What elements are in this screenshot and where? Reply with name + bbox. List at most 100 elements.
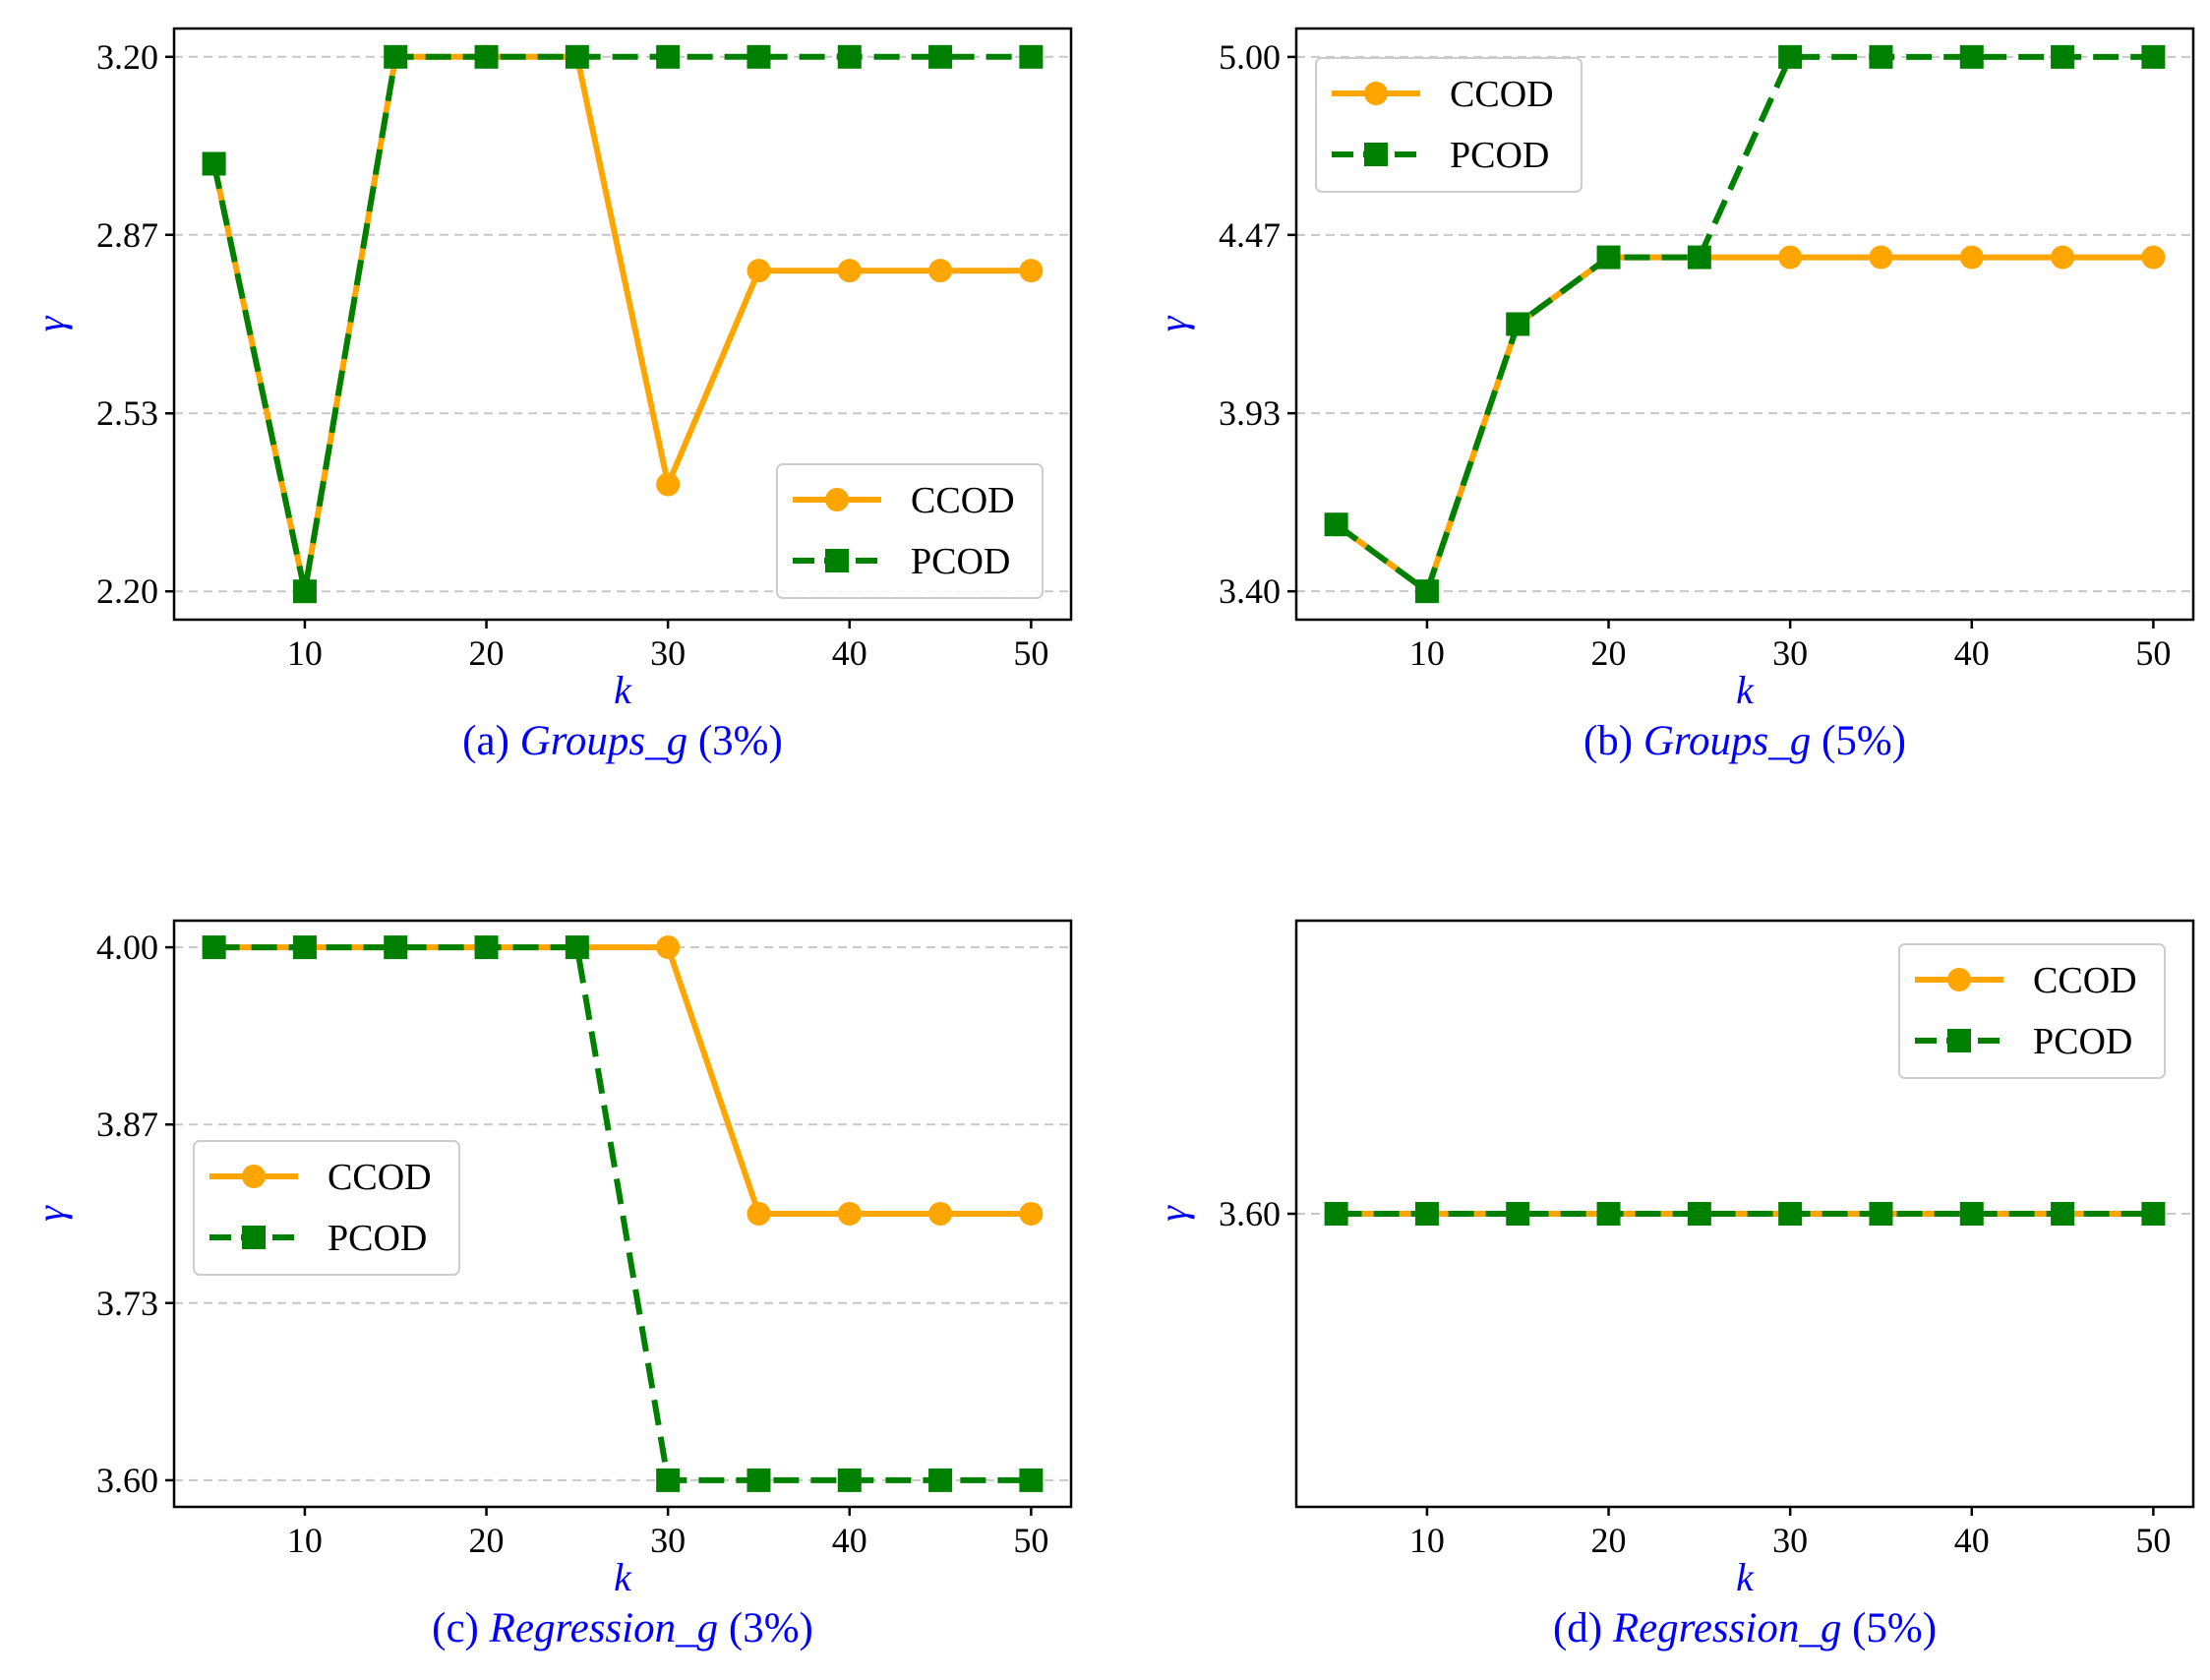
- data-point-pcod: [202, 935, 226, 960]
- x-tick-label: 10: [287, 1521, 323, 1560]
- data-point-pcod: [1324, 512, 1348, 537]
- data-point-pcod: [656, 1468, 681, 1492]
- panel-d: 10 20 30 40 50 3.60 k γ (d) Regression_g (5%) CCO…: [1151, 919, 2195, 1651]
- x-tick-label: 50: [1013, 633, 1048, 673]
- caption-prefix: (b): [1583, 718, 1643, 764]
- caption-name: Groups_g: [520, 718, 687, 764]
- data-point-pcod: [837, 44, 862, 69]
- series-line-ccod: [1334, 254, 2154, 595]
- data-point-pcod: [656, 44, 681, 69]
- data-point-pcod: [1778, 1202, 1803, 1226]
- legend-label-pcod: PCOD: [1450, 135, 1549, 176]
- data-point-ccod: [656, 935, 681, 960]
- x-axis-label: k: [614, 1555, 632, 1599]
- data-point-pcod: [474, 44, 499, 69]
- data-point-ccod: [837, 1202, 862, 1226]
- x-tick-label: 50: [2135, 633, 2171, 673]
- data-point-pcod: [1687, 1202, 1711, 1226]
- x-tick-label: 30: [1772, 1521, 1808, 1560]
- legend-label-ccod: CCOD: [1450, 74, 1554, 115]
- caption-suffix: (5%): [1841, 1605, 1937, 1651]
- legend-marker-pcod: [1947, 1029, 1971, 1052]
- data-point-pcod: [292, 579, 317, 604]
- y-tick-label: 3.60: [1219, 1194, 1281, 1233]
- data-point-ccod: [747, 259, 771, 283]
- x-tick-label: 40: [1954, 1521, 1990, 1560]
- data-point-ccod: [1778, 245, 1803, 270]
- caption-prefix: (a): [462, 718, 519, 764]
- data-point-pcod: [2141, 1202, 2166, 1226]
- legend-marker-pcod: [242, 1226, 266, 1249]
- y-tick-label: 3.93: [1219, 393, 1281, 433]
- data-point-ccod: [1959, 245, 1984, 270]
- x-tick-label: 40: [832, 633, 867, 673]
- y-axis-label: γ: [29, 1205, 73, 1222]
- legend-marker-ccod: [1364, 82, 1388, 105]
- legend-label-ccod: CCOD: [2033, 960, 2137, 1001]
- data-point-pcod: [2051, 44, 2075, 69]
- x-tick-label: 30: [650, 1521, 686, 1560]
- legend: CCOD PCOD: [193, 1140, 460, 1276]
- caption-suffix: (3%): [687, 718, 783, 764]
- x-axis-label: k: [1736, 668, 1755, 712]
- panel-c: 10 20 30 40 50 3.60 3.73 3.87 4.00 k γ (c) Regressi…: [29, 919, 1073, 1651]
- data-point-pcod: [565, 935, 589, 960]
- data-point-pcod: [1959, 44, 1984, 69]
- x-axis-label: k: [1736, 1555, 1755, 1599]
- data-point-pcod: [747, 44, 771, 69]
- series-line-pcod: [210, 53, 1032, 592]
- legend: CCOD PCOD: [776, 463, 1044, 599]
- y-tick-label: 2.87: [96, 215, 158, 255]
- x-tick-label: 10: [1409, 633, 1445, 673]
- x-tick-label: 30: [1772, 633, 1808, 673]
- caption-suffix: (5%): [1811, 718, 1906, 764]
- y-axis-label: γ: [1151, 1205, 1195, 1222]
- x-tick-label: 30: [650, 633, 686, 673]
- data-point-pcod: [1019, 44, 1044, 69]
- data-point-pcod: [1506, 1202, 1530, 1226]
- y-tick-label: 5.00: [1219, 37, 1281, 77]
- legend-marker-pcod: [1364, 143, 1388, 166]
- legend-label-pcod: PCOD: [328, 1218, 427, 1259]
- data-point-pcod: [565, 44, 589, 69]
- data-point-pcod: [1506, 312, 1530, 336]
- legend-label-pcod: PCOD: [911, 541, 1010, 582]
- data-point-ccod: [928, 1202, 953, 1226]
- data-point-pcod: [747, 1468, 771, 1492]
- data-point-ccod: [747, 1202, 771, 1226]
- y-axis-label: γ: [1151, 315, 1195, 331]
- data-point-pcod: [1687, 245, 1711, 270]
- panel-caption: (b) Groups_g (5%): [1583, 718, 1906, 764]
- legend-marker-ccod: [1947, 968, 1971, 991]
- x-tick-label: 10: [1409, 1521, 1445, 1560]
- x-tick-label: 40: [1954, 633, 1990, 673]
- data-point-pcod: [2141, 44, 2166, 69]
- y-tick-label: 3.40: [1219, 571, 1281, 611]
- data-point-pcod: [1959, 1202, 1984, 1226]
- data-point-pcod: [1596, 245, 1621, 270]
- legend-marker-ccod: [825, 488, 849, 511]
- data-point-pcod: [1778, 44, 1803, 69]
- data-point-ccod: [1869, 245, 1893, 270]
- panel-caption: (c) Regression_g (3%): [432, 1605, 813, 1651]
- legend-label-ccod: CCOD: [328, 1157, 432, 1198]
- data-point-pcod: [384, 935, 408, 960]
- x-tick-label: 20: [1591, 1521, 1627, 1560]
- legend-marker-ccod: [242, 1165, 266, 1188]
- data-point-pcod: [1869, 1202, 1893, 1226]
- plot-frame: [172, 919, 1073, 1509]
- x-tick-label: 40: [832, 1521, 867, 1560]
- y-tick-label: 4.47: [1219, 215, 1281, 255]
- x-tick-label: 20: [469, 633, 505, 673]
- data-point-pcod: [384, 44, 408, 69]
- data-point-pcod: [2051, 1202, 2075, 1226]
- legend-label-pcod: PCOD: [2033, 1021, 2132, 1062]
- data-point-ccod: [837, 259, 862, 283]
- data-point-pcod: [928, 44, 953, 69]
- legend: CCOD PCOD: [1315, 57, 1583, 193]
- x-tick-label: 50: [1013, 1521, 1048, 1560]
- y-axis-label: γ: [29, 315, 73, 331]
- y-tick-label: 3.20: [96, 37, 158, 77]
- data-point-pcod: [1414, 1202, 1439, 1226]
